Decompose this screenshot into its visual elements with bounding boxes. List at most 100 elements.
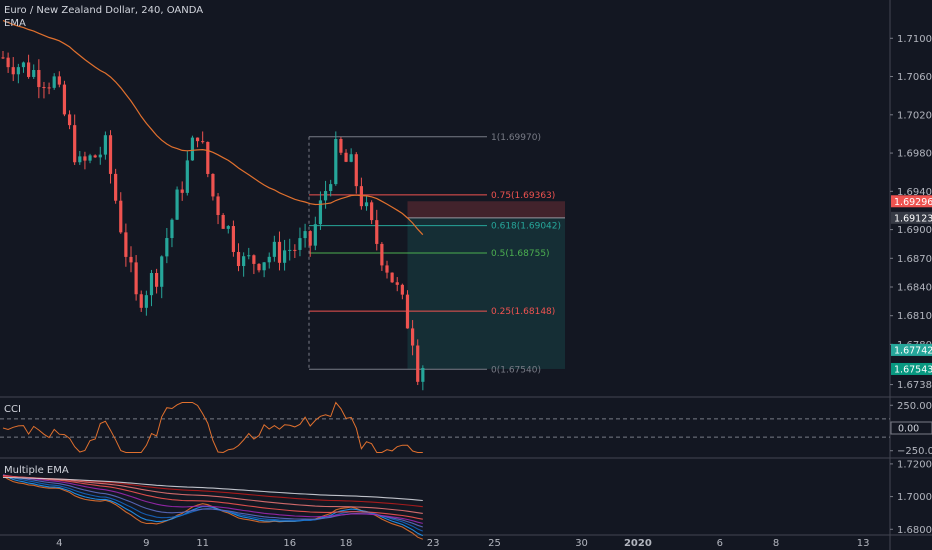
multi-ema-line [2,474,424,537]
price-tick-label: 1.71000 [897,34,932,45]
position-reward-zone [407,217,565,369]
candlestick-series [1,50,425,391]
cci-pane [0,401,890,454]
candle-body [288,249,292,251]
candle-body [349,154,353,162]
multi-ema-line [2,476,423,502]
cci-line [2,401,423,454]
multi-ema-line [2,475,423,514]
price-tick-label: 250.00 [897,401,932,412]
time-tick-label: 4 [56,538,62,549]
candle-body [47,87,51,89]
time-tick-label: 9 [143,538,149,549]
candle-body [185,160,189,193]
candle-body [411,328,415,346]
fib-level-label: 0.5(1.68755) [491,249,550,259]
ema-line [2,20,424,236]
time-tick-label: 23 [427,538,440,549]
candle-body [344,152,348,162]
price-tick-label: −250.00 [897,446,932,457]
time-tick-label: 18 [340,538,353,549]
price-tag-box [891,362,932,375]
position-risk-zone [407,201,565,218]
price-tick-label: 1.69800 [897,149,932,160]
candle-body [400,284,404,295]
price-tag-label: 1.67543 [894,364,932,375]
fibonacci-retracement[interactable]: 1(1.69970) 0.75(1.69363) 0.618(1.69042) 0.5… [308,133,561,375]
candle-body [390,272,394,283]
cci-value-label: 0.00 [898,424,919,435]
price-axes: 1.71000 1.70600 1.70200 1.69800 1.69400 1.690… [890,34,932,536]
candle-body [323,191,328,201]
candle-body [37,70,41,88]
time-tick-label: 8 [773,538,779,549]
candle-body [155,273,159,287]
candle-body [114,173,118,201]
candle-body [339,138,343,153]
candle-body [242,256,246,267]
time-tick-label: 25 [488,538,501,549]
candle-body [364,202,369,207]
candle-body [236,251,241,267]
price-tick-label: 1.67380 [897,380,932,391]
candle-body [247,255,251,257]
price-tick-label: 1.70000 [897,492,932,503]
price-tick-label: 1.68700 [897,254,932,265]
candle-body [160,256,164,287]
candle-body [98,154,102,158]
time-axis: 4 9 11 16 18 23 25 30 2020 6 8 13 [56,538,869,549]
candle-body [180,189,184,193]
candle-body [395,282,399,285]
candle-body [380,243,384,266]
candle-body [370,202,374,221]
fib-level-label: 1(1.69970) [491,133,541,143]
price-tick-label: 1.70200 [897,110,932,121]
candle-body [21,62,26,68]
time-tick-label: 13 [857,538,870,549]
price-tag-box [891,343,932,356]
time-tick-label: 30 [575,538,588,549]
price-tag-box [891,195,932,208]
multi-ema-line [2,475,423,520]
candle-body [103,135,107,155]
candle-body [129,256,133,263]
candle-body [62,84,67,115]
price-tick-label: 1.72000 [897,459,932,470]
candle-body [298,238,302,250]
candle-body [277,241,282,263]
time-tick-label: 16 [283,538,296,549]
price-tick-label: 1.70600 [897,72,932,83]
candle-body [416,345,420,382]
candle-body [385,265,389,273]
candle-body [32,70,36,77]
time-tick-label: 11 [196,538,209,549]
candle-body [124,232,128,257]
short-position-tool[interactable] [407,201,565,369]
candle-body [211,173,215,197]
time-tick-label: 2020 [624,538,652,549]
candle-body [252,255,256,264]
candle-body [93,155,97,158]
candle-body [190,137,195,161]
candle-body [144,295,148,308]
candle-body [421,367,425,382]
candle-body [165,238,169,257]
candle-body [11,67,15,75]
candle-body [272,241,276,257]
candle-body [405,294,410,329]
candle-body [303,231,307,239]
candle-body [27,62,31,77]
candle-body [42,87,46,89]
candle-body [83,156,87,161]
candle-body [108,135,113,174]
price-tick-label: 1.68000 [897,525,932,536]
candle-body [221,215,225,229]
multi-ema-legend-label: Multiple EMA [4,465,69,476]
candle-body [334,138,338,185]
fib-level-label: 0.75(1.69363) [491,191,555,201]
price-tick-label: 1.69400 [897,187,932,198]
price-tag-label: 1.69296 [894,197,932,208]
candle-body [262,262,266,271]
